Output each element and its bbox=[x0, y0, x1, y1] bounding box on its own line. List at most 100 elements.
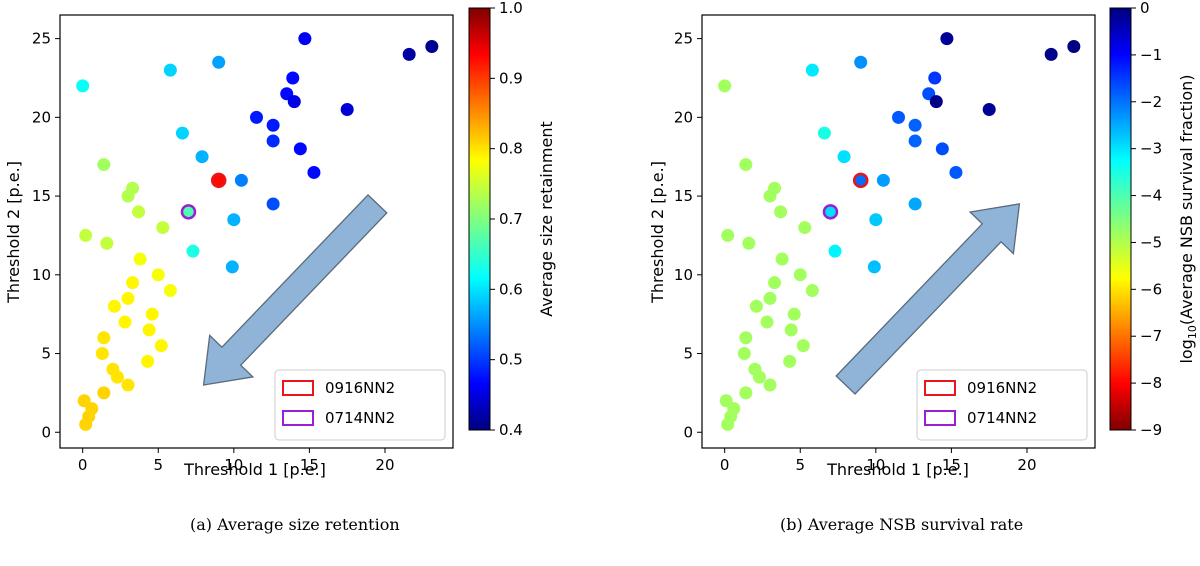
panel-b-points bbox=[718, 32, 1081, 431]
panel-a-data-point bbox=[425, 39, 439, 53]
panel-a-legend-swatch-0714NN2 bbox=[282, 410, 314, 426]
panel-a-data-point bbox=[266, 134, 280, 148]
panel-b-x-tick-label: 10 bbox=[866, 456, 885, 474]
panel-a-data-point bbox=[79, 228, 93, 242]
panel-b-data-point bbox=[742, 236, 756, 250]
panel-a-data-point bbox=[234, 173, 248, 187]
panel-a-highlight-point-0714NN2 bbox=[180, 204, 197, 220]
panel-b-data-point bbox=[774, 205, 788, 219]
panel-b-data-point bbox=[949, 165, 963, 179]
panel-a-colorbar-tick-label: 0.9 bbox=[499, 69, 523, 87]
panel-b-data-point bbox=[739, 331, 753, 345]
panel-b-data-point bbox=[935, 142, 949, 156]
panel-a-data-point bbox=[142, 323, 156, 337]
panel-b-data-point bbox=[787, 307, 801, 321]
panel-a-data-point bbox=[225, 260, 239, 274]
panel-a-colorbar-tick-label: 0.4 bbox=[499, 421, 523, 439]
panel-a-data-point bbox=[287, 95, 301, 109]
panel-a-legend-box bbox=[274, 369, 446, 441]
panel-b-colorbar-tick-label: −8 bbox=[1140, 374, 1162, 392]
panel-a-x-tick-label: 15 bbox=[300, 456, 319, 474]
panel-a-legend-swatch-0916NN2 bbox=[282, 380, 314, 396]
panel-a-colorbar-tick-label: 0.5 bbox=[499, 351, 523, 369]
panel-a-data-point bbox=[141, 354, 155, 368]
panel-b-data-point bbox=[982, 102, 996, 116]
panel-a-data-point bbox=[133, 252, 147, 266]
panel-a-caption: (a) Average size retention bbox=[190, 515, 400, 534]
panel-a-data-point bbox=[132, 205, 146, 219]
panel-a-y-tick-label: 5 bbox=[41, 345, 51, 363]
panel-a-data-point bbox=[156, 221, 170, 235]
panel-a-y-tick-label: 20 bbox=[32, 108, 51, 126]
panel-b-highlight-point-0714NN2 bbox=[822, 204, 839, 220]
panel-b-data-point bbox=[817, 126, 831, 140]
panel-a-colorbar-label: Average size retainment bbox=[537, 121, 556, 316]
panel-a-data-point bbox=[121, 291, 135, 305]
panel-a-data-point bbox=[266, 197, 280, 211]
panel-a-colorbar-tick-label: 0.8 bbox=[499, 140, 523, 158]
panel-b-data-point bbox=[739, 158, 753, 172]
panel-b-data-point bbox=[784, 323, 798, 337]
panel-b-legend-label-0916NN2: 0916NN2 bbox=[967, 379, 1037, 397]
panel-b-data-point bbox=[763, 189, 777, 203]
panel-b-y-tick-label: 20 bbox=[674, 108, 693, 126]
panel-b-highlight-point-0916NN2 bbox=[852, 172, 869, 189]
panel-a-data-point bbox=[76, 79, 90, 93]
panel-b-data-point bbox=[749, 299, 763, 313]
panel-a-data-point bbox=[286, 71, 300, 85]
panel-b-x-axis-label: Threshold 1 [p.e.] bbox=[826, 460, 969, 479]
panel-a-colorbar-tick-label: 0.7 bbox=[499, 210, 523, 228]
panel-a-data-point bbox=[340, 102, 354, 116]
panel-b-data-point bbox=[908, 134, 922, 148]
panel-b-data-point bbox=[721, 417, 735, 431]
panel-b-data-point bbox=[908, 197, 922, 211]
panel-a-data-point bbox=[307, 165, 321, 179]
panel-b-caption: (b) Average NSB survival rate bbox=[780, 515, 1024, 534]
panel-b-x-tick-label: 0 bbox=[720, 456, 730, 474]
panel-a-data-point bbox=[293, 142, 307, 156]
panel-b-data-point bbox=[1067, 39, 1081, 53]
panel-b-x-tick-label: 5 bbox=[795, 456, 805, 474]
panel-b-data-point bbox=[783, 354, 797, 368]
panel-a-data-point bbox=[212, 55, 226, 69]
panel-a-data-point bbox=[163, 63, 177, 77]
panel-a-data-point bbox=[186, 244, 200, 258]
panel-a-data-point bbox=[121, 378, 135, 392]
panel-b-data-point bbox=[721, 228, 735, 242]
panel-b-data-point bbox=[805, 284, 819, 298]
panel-b-colorbar-tick-label: 0 bbox=[1140, 0, 1150, 17]
panel-a-x-tick-label: 20 bbox=[375, 456, 394, 474]
panel-b-x-tick-label: 20 bbox=[1017, 456, 1036, 474]
panel-a-data-point bbox=[151, 268, 165, 282]
panel-a-colorbar-tick-label: 0.6 bbox=[499, 280, 523, 298]
panel-a-axes-frame bbox=[59, 14, 454, 449]
panel-b-colorbar-tick-label: −9 bbox=[1140, 421, 1162, 439]
panel-a-data-point bbox=[250, 110, 263, 124]
panel-b-data-point bbox=[718, 79, 732, 93]
panel-b-data-point bbox=[796, 339, 810, 353]
panel-b-data-point bbox=[805, 63, 819, 77]
panel-b-colorbar-ticks: 0 −1 −2 −3 −4 −5 −6 −7 −8 −9 bbox=[1131, 0, 1162, 439]
panel-b-colorbar-tick-label: −5 bbox=[1140, 233, 1162, 251]
panel-b-x-tick-label: 15 bbox=[942, 456, 961, 474]
panel-a-colorbar-tick-label: 1.0 bbox=[499, 0, 523, 17]
panel-a-highlight-point-0916NN2 bbox=[210, 172, 227, 189]
panel-b-data-point bbox=[1044, 47, 1058, 61]
panel-b-data-point bbox=[737, 347, 751, 361]
panel-a-legend-label-0714NN2: 0714NN2 bbox=[325, 409, 395, 427]
panel-b-y-tick-label: 15 bbox=[674, 187, 693, 205]
panel-b-data-point bbox=[763, 291, 777, 305]
panel-a-legend: 0916NN2 0714NN2 bbox=[274, 369, 446, 441]
panel-b-data-point bbox=[854, 55, 868, 69]
panel-a-data-point bbox=[110, 370, 124, 384]
panel-a-data-point bbox=[227, 213, 241, 227]
panel-a-x-tick-label: 5 bbox=[153, 456, 163, 474]
panel-a-y-tick-label: 10 bbox=[32, 266, 51, 284]
panel-a-data-point bbox=[195, 150, 209, 164]
panel-a-data-point bbox=[266, 118, 280, 132]
panel-a-points bbox=[76, 32, 439, 431]
panel-b-colorbar-tick-label: −3 bbox=[1140, 140, 1162, 158]
panel-b-data-point bbox=[768, 276, 782, 290]
panel-a-colorbar-ticks: 0.4 0.5 0.6 0.7 0.8 0.9 1.0 bbox=[490, 0, 523, 439]
